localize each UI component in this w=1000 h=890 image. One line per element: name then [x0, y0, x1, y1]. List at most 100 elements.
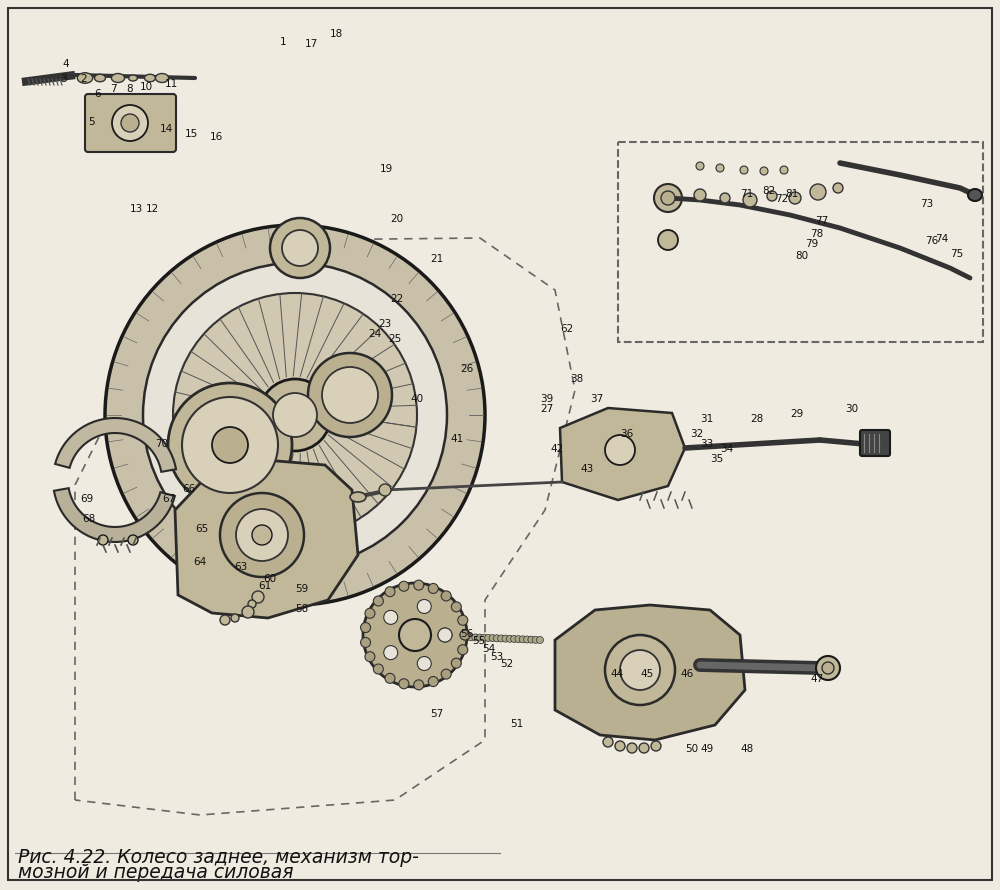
Text: 38: 38	[570, 374, 583, 384]
Text: 26: 26	[460, 364, 473, 374]
Circle shape	[506, 635, 513, 643]
Circle shape	[121, 114, 139, 132]
Circle shape	[365, 651, 375, 661]
Circle shape	[433, 633, 440, 639]
Text: 6: 6	[94, 89, 101, 99]
FancyBboxPatch shape	[860, 430, 890, 456]
Circle shape	[524, 636, 531, 643]
Text: 22: 22	[390, 294, 403, 304]
Circle shape	[417, 657, 431, 670]
Text: 29: 29	[790, 409, 803, 419]
Text: 69: 69	[80, 494, 93, 504]
Circle shape	[603, 737, 613, 747]
Text: 35: 35	[710, 454, 723, 464]
Ellipse shape	[111, 74, 125, 83]
Circle shape	[536, 636, 544, 643]
Circle shape	[740, 166, 748, 174]
Text: 65: 65	[195, 524, 208, 534]
Text: 51: 51	[510, 719, 523, 729]
Circle shape	[373, 664, 383, 674]
Text: 61: 61	[258, 581, 271, 591]
Text: 54: 54	[482, 644, 495, 654]
Circle shape	[658, 230, 678, 250]
Text: 10: 10	[140, 82, 153, 92]
Circle shape	[760, 167, 768, 175]
Circle shape	[489, 635, 496, 642]
Text: 57: 57	[430, 709, 443, 719]
Text: Рис. 4.22. Колесо заднее, механизм тор-: Рис. 4.22. Колесо заднее, механизм тор-	[18, 848, 419, 867]
Circle shape	[379, 484, 391, 496]
Ellipse shape	[95, 74, 106, 82]
Text: 42: 42	[550, 444, 563, 454]
Circle shape	[438, 628, 452, 642]
Text: 37: 37	[590, 394, 603, 404]
Circle shape	[420, 632, 427, 639]
Circle shape	[248, 600, 256, 608]
Circle shape	[451, 659, 461, 668]
Text: 5: 5	[88, 117, 95, 127]
Circle shape	[428, 676, 438, 686]
Polygon shape	[175, 460, 358, 618]
Text: 2: 2	[80, 74, 87, 84]
Circle shape	[412, 632, 419, 638]
Circle shape	[424, 632, 431, 639]
Text: 40: 40	[410, 394, 423, 404]
Circle shape	[414, 580, 424, 590]
Text: 1: 1	[280, 37, 287, 47]
Circle shape	[182, 397, 278, 493]
Circle shape	[385, 674, 395, 684]
Circle shape	[242, 606, 254, 618]
Circle shape	[365, 608, 375, 619]
Circle shape	[442, 633, 449, 640]
Circle shape	[532, 636, 539, 643]
Circle shape	[460, 630, 470, 640]
Text: мозной и передача силовая: мозной и передача силовая	[18, 863, 294, 882]
Circle shape	[399, 581, 409, 591]
Text: 82: 82	[762, 186, 775, 196]
Circle shape	[528, 636, 535, 643]
Circle shape	[767, 191, 777, 201]
Circle shape	[455, 633, 462, 640]
Text: 18: 18	[330, 29, 343, 39]
FancyBboxPatch shape	[85, 94, 176, 152]
Text: 16: 16	[210, 132, 223, 142]
Text: 81: 81	[785, 189, 798, 199]
Text: 75: 75	[950, 249, 963, 259]
Circle shape	[270, 218, 330, 278]
Circle shape	[789, 192, 801, 204]
Text: 13: 13	[130, 204, 143, 214]
Circle shape	[498, 635, 505, 642]
Text: 71: 71	[740, 189, 753, 199]
Circle shape	[627, 743, 637, 753]
Polygon shape	[55, 418, 176, 472]
Text: 63: 63	[234, 562, 247, 572]
Circle shape	[694, 189, 706, 201]
Text: 11: 11	[165, 79, 178, 89]
Circle shape	[220, 493, 304, 577]
Circle shape	[605, 635, 675, 705]
Circle shape	[476, 634, 483, 641]
Circle shape	[780, 166, 788, 174]
Text: 19: 19	[380, 164, 393, 174]
Circle shape	[639, 743, 649, 753]
Circle shape	[259, 379, 331, 451]
Text: 12: 12	[146, 204, 159, 214]
Circle shape	[373, 596, 383, 606]
Text: 20: 20	[390, 214, 403, 224]
Circle shape	[833, 183, 843, 193]
Text: 23: 23	[378, 319, 391, 329]
Text: 48: 48	[740, 744, 753, 754]
Circle shape	[451, 602, 461, 611]
Circle shape	[615, 741, 625, 751]
Text: 76: 76	[925, 236, 938, 246]
Polygon shape	[555, 605, 745, 740]
Polygon shape	[54, 488, 175, 542]
Circle shape	[236, 509, 288, 561]
Ellipse shape	[155, 74, 169, 83]
Circle shape	[468, 634, 475, 641]
Text: 39: 39	[540, 394, 553, 404]
Ellipse shape	[129, 75, 137, 81]
Text: 25: 25	[388, 334, 401, 344]
Circle shape	[385, 587, 395, 596]
Ellipse shape	[145, 74, 156, 82]
